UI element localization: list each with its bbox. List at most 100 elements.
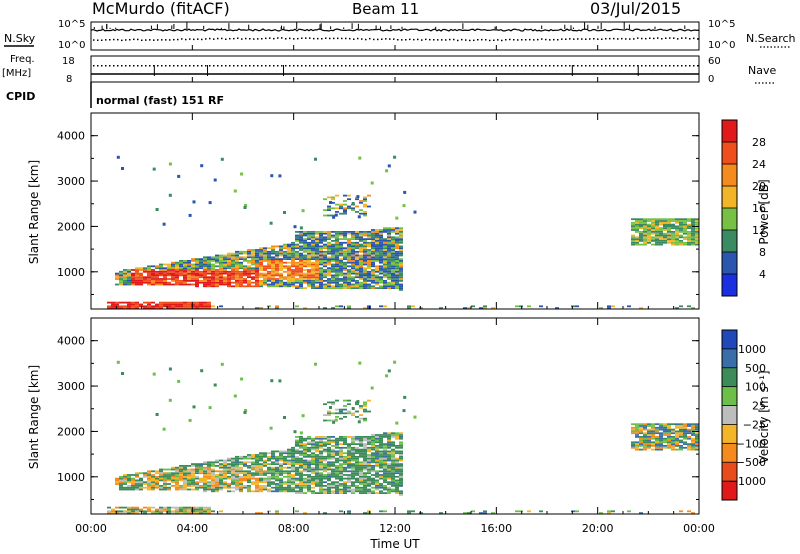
power-cell [275,283,279,286]
power-cell [391,283,395,286]
power-cell [155,208,159,211]
velocity-cell [687,436,691,438]
velocity-cell [651,437,655,440]
velocity-cell [151,470,155,473]
velocity-cell [295,461,299,464]
noise-search-dot [121,39,123,42]
velocity-cell [187,483,191,485]
velocity-cell [357,420,361,424]
velocity-cell [303,486,307,489]
power-cell [667,220,671,222]
power-cell [275,256,279,259]
power-cell [311,238,315,240]
power-cell [359,267,363,270]
nave-dot [249,65,251,67]
velocity-cell [311,448,315,451]
noise-search-dot [225,38,227,40]
velocity-cell [227,468,231,471]
power-cell [267,250,271,253]
velocity-cell [347,475,351,478]
velocity-cell [647,428,651,431]
velocity-cell [179,508,183,511]
power-cell [327,241,331,244]
noise-search-dot [633,38,635,40]
nave-dot [617,65,619,67]
velocity-cell [383,436,387,438]
power-cell [215,283,219,286]
velocity-cell [323,457,327,460]
velocity-cell [219,483,223,485]
velocity-cell [363,488,367,491]
velocity-cell [323,448,327,451]
power-cell [331,247,335,250]
power-cell [223,283,227,286]
power-cell [203,267,207,270]
power-cell [177,174,181,178]
velocity-cell [275,490,279,493]
velocity-cell [631,426,635,429]
power-cell [635,225,639,228]
velocity-cell [351,465,355,467]
power-cell [251,258,255,260]
velocity-cell [303,437,307,440]
velocity-cell [675,436,679,438]
velocity-cell [191,483,195,485]
velocity-cell [339,488,343,491]
velocity-cell [247,479,251,482]
power-cell [323,274,327,277]
velocity-cell [659,441,663,444]
power-cell [371,241,375,244]
power-cell [379,265,383,268]
power-cell [319,231,323,233]
velocity-cell [339,457,343,460]
velocity-cell [307,455,311,458]
power-cell [121,167,124,170]
velocity-cell [203,483,207,485]
velocity-cell [215,470,219,473]
power-cell [203,278,207,280]
power-cell [691,220,695,222]
power-cell [243,272,247,275]
nave-dot [441,65,443,67]
power-cell [367,254,371,257]
velocity-cell [295,455,299,458]
velocity-cell [395,472,399,475]
noise-search-dot [269,37,271,39]
power-cell [387,241,391,244]
power-cell [399,247,403,250]
power-cell [187,261,191,264]
power-cell [383,267,387,270]
velocity-cell [303,512,307,514]
velocity-cell [647,441,651,444]
power-cell [279,278,283,280]
power-cell [291,274,295,277]
velocity-cell [399,445,403,447]
power-cell [311,240,315,242]
power-cell [687,225,691,228]
noise-search-dot [149,39,151,41]
velocity-cell [227,483,231,485]
velocity-cell [375,437,379,440]
velocity-cell [291,463,295,465]
velocity-cell [223,463,227,465]
power-cell [247,265,251,268]
power-cell [307,247,311,250]
power-cell [255,274,259,277]
power-cell [319,285,323,288]
velocity-cell [335,399,339,402]
power-cell [247,261,251,264]
velocity-cell [311,477,315,480]
velocity-cell [367,468,371,471]
freq-right-label: Nave [748,64,776,77]
power-cell [671,243,675,246]
velocity-cell [299,445,303,447]
nave-dot [549,65,551,67]
power-cell [123,301,127,304]
power-cell [147,281,151,284]
beam-title: Beam 11 [352,0,419,18]
velocity-cell [191,468,195,471]
power-cell [275,278,279,280]
velocity-cell [331,454,335,456]
velocity-cell [363,448,367,451]
velocity-cell [671,445,675,447]
